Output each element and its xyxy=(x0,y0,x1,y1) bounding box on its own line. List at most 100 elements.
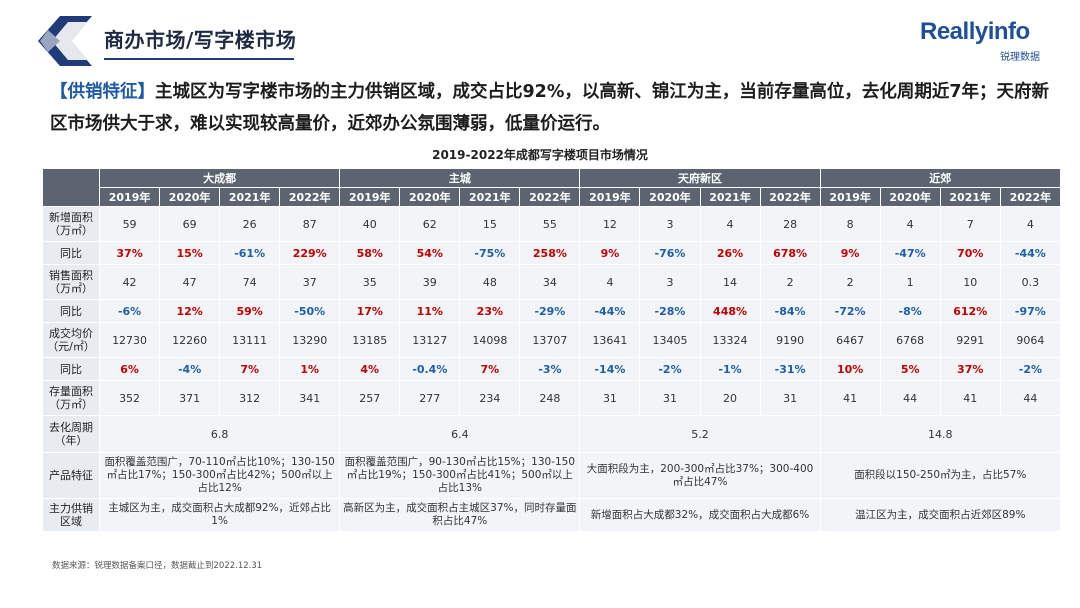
year-header: 2020年 xyxy=(399,187,461,207)
value-cell: 248 xyxy=(519,380,581,416)
row-label: 去化周期 （年） xyxy=(41,415,101,453)
value-cell: 9190 xyxy=(759,322,821,358)
year-header: 2021年 xyxy=(219,187,281,207)
row-label: 同比 xyxy=(41,299,101,323)
value-cell: 41 xyxy=(819,380,881,416)
market-table: 大成都 主城 天府新区 近郊 2019年 2020年 2021年 2022年 2019年 202… xyxy=(41,168,1062,532)
row-label: 同比 xyxy=(41,357,101,381)
yoy-cell: 37% xyxy=(99,241,161,265)
value-cell: 13127 xyxy=(399,322,461,358)
footnote: 数据来源：锐理数据备案口径，数据截止到2022.12.31 xyxy=(52,561,263,571)
row-label: 销售面积 （万㎡） xyxy=(41,264,101,300)
yoy-cell: -72% xyxy=(819,299,881,323)
yoy-cell: 10% xyxy=(819,357,881,381)
yoy-cell: -75% xyxy=(459,241,521,265)
value-cell: 3 xyxy=(639,206,701,242)
title-underline xyxy=(104,58,294,60)
yoy-cell: 37% xyxy=(939,357,1001,381)
region-header: 主城 xyxy=(339,168,581,188)
value-cell: 2 xyxy=(819,264,881,300)
year-header: 2022年 xyxy=(279,187,341,207)
value-cell: 1 xyxy=(879,264,941,300)
row-label: 新增面积 （万㎡） xyxy=(41,206,101,242)
value-cell: 6768 xyxy=(879,322,941,358)
yoy-cell: -1% xyxy=(699,357,761,381)
value-cell: 41 xyxy=(939,380,1001,416)
feature-cell: 面积覆盖范围广，90-130㎡占比15%；130-150㎡占比19%；150-3… xyxy=(339,452,581,499)
value-cell: 277 xyxy=(399,380,461,416)
yoy-cell: -31% xyxy=(759,357,821,381)
value-cell: 13324 xyxy=(699,322,761,358)
row-label: 产品特征 xyxy=(41,452,101,499)
yoy-cell: 26% xyxy=(699,241,761,265)
year-header: 2020年 xyxy=(879,187,941,207)
brand-logo: Reallyinfo 锐理数据 xyxy=(920,18,1040,63)
value-cell: 9291 xyxy=(939,322,1001,358)
year-header: 2019年 xyxy=(579,187,641,207)
yoy-cell: 12% xyxy=(159,299,221,323)
value-cell: 37 xyxy=(279,264,341,300)
brand-subtitle: 锐理数据 xyxy=(1000,52,1040,63)
feature-cell: 面积覆盖范围广，70-110㎡占比10%；130-150㎡占比17%；150-3… xyxy=(99,452,341,499)
region-header: 近郊 xyxy=(819,168,1062,188)
main-area-cell: 温江区为主，成交面积占近郊区89% xyxy=(819,498,1062,532)
value-cell: 31 xyxy=(759,380,821,416)
yoy-cell: 678% xyxy=(759,241,821,265)
yoy-cell: 1% xyxy=(279,357,341,381)
value-cell: 8 xyxy=(819,206,881,242)
yoy-cell: -44% xyxy=(999,241,1062,265)
value-cell: 312 xyxy=(219,380,281,416)
yoy-cell: 59% xyxy=(219,299,281,323)
value-cell: 13185 xyxy=(339,322,401,358)
cycle-cell: 5.2 xyxy=(579,415,821,453)
region-header: 天府新区 xyxy=(579,168,821,188)
yoy-cell: 11% xyxy=(399,299,461,323)
value-cell: 47 xyxy=(159,264,221,300)
cycle-cell: 6.8 xyxy=(99,415,341,453)
yoy-cell: -76% xyxy=(639,241,701,265)
yoy-cell: 448% xyxy=(699,299,761,323)
year-header: 2022年 xyxy=(999,187,1062,207)
feature-row: 产品特征 面积覆盖范围广，70-110㎡占比10%；130-150㎡占比17%；1… xyxy=(41,452,1062,499)
metric-row: 存量面积 （万㎡） 352 371 312 341 257 277 234 248 31 31 20 31… xyxy=(41,380,1062,416)
yoy-cell: -6% xyxy=(99,299,161,323)
value-cell: 13641 xyxy=(579,322,641,358)
value-cell: 13707 xyxy=(519,322,581,358)
value-cell: 7 xyxy=(939,206,1001,242)
value-cell: 40 xyxy=(339,206,401,242)
yoy-cell: -3% xyxy=(519,357,581,381)
yoy-cell: -8% xyxy=(879,299,941,323)
yoy-cell: 17% xyxy=(339,299,401,323)
main-area-cell: 主城区为主，成交面积占大成都92%，近郊占比1% xyxy=(99,498,341,532)
metric-row: 新增面积 （万㎡） 59 69 26 87 40 62 15 55 12 3 4 28 8 4 7 4 xyxy=(41,206,1062,242)
value-cell: 13111 xyxy=(219,322,281,358)
main-area-cell: 高新区为主，成交面积占主城区37%，同时存量面积占比47% xyxy=(339,498,581,532)
yoy-cell: 54% xyxy=(399,241,461,265)
cycle-cell: 6.4 xyxy=(339,415,581,453)
year-header: 2021年 xyxy=(459,187,521,207)
yoy-cell: 5% xyxy=(879,357,941,381)
value-cell: 74 xyxy=(219,264,281,300)
summary-text: 主城区为写字楼市场的主力供销区域，成交占比92%，以高新、锦江为主，当前存量高位… xyxy=(50,82,1050,134)
yoy-cell: 6% xyxy=(99,357,161,381)
feature-cell: 面积段以150-250㎡为主，占比57% xyxy=(819,452,1062,499)
yoy-row: 同比 6% -4% 7% 1% 4% -0.4% 7% -3% -14% -2% -1% -31% 10%… xyxy=(41,357,1062,381)
summary-tag: 【供销特征】 xyxy=(50,82,155,102)
value-cell: 44 xyxy=(999,380,1062,416)
value-cell: 26 xyxy=(219,206,281,242)
cycle-row: 去化周期 （年） 6.8 6.4 5.2 14.8 xyxy=(41,415,1062,453)
yoy-cell: -28% xyxy=(639,299,701,323)
summary-paragraph: 【供销特征】主城区为写字楼市场的主力供销区域，成交占比92%，以高新、锦江为主，… xyxy=(50,76,1050,140)
value-cell: 44 xyxy=(879,380,941,416)
value-cell: 12 xyxy=(579,206,641,242)
value-cell: 42 xyxy=(99,264,161,300)
year-header: 2019年 xyxy=(99,187,161,207)
value-cell: 39 xyxy=(399,264,461,300)
year-header: 2021年 xyxy=(699,187,761,207)
value-cell: 12730 xyxy=(99,322,161,358)
yoy-cell: 7% xyxy=(219,357,281,381)
yoy-cell: -2% xyxy=(999,357,1062,381)
value-cell: 55 xyxy=(519,206,581,242)
value-cell: 34 xyxy=(519,264,581,300)
value-cell: 87 xyxy=(279,206,341,242)
